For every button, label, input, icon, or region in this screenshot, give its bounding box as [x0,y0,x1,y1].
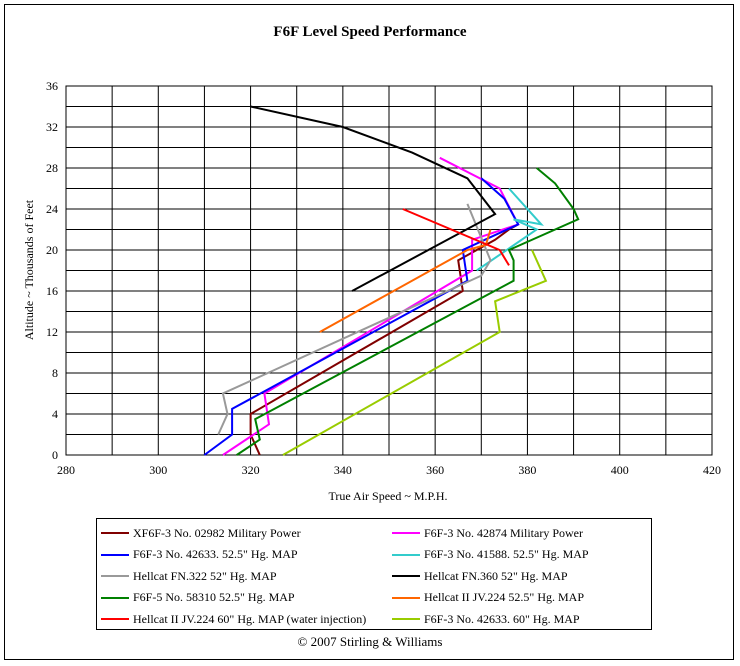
y-tick-label: 16 [46,284,58,298]
y-tick-label: 0 [52,448,58,462]
legend-swatch [101,532,129,534]
x-tick-label: 340 [334,463,352,477]
legend-label: F6F-3 No. 42633. 52.5" Hg. MAP [133,547,298,561]
legend-label: F6F-3 No. 42633. 60" Hg. MAP [424,611,580,626]
x-tick-label: 300 [149,463,167,477]
legend-swatch [101,575,129,577]
legend-label: XF6F-3 No. 02982 Military Power [133,525,301,540]
legend-swatch [392,532,420,534]
legend-label: Hellcat II JV.224 52.5" Hg. MAP [424,590,585,604]
x-axis-label: True Air Speed ~ M.P.H. [328,489,447,503]
series-line-7 [236,167,580,456]
series-line-6 [250,105,497,292]
chart-plot: 280 300 320 340 360 380 400 420 0 4 8 12 16 20 24 28 32 3… [22,79,721,503]
legend-item: F6F-3 No. 42633. 52.5" Hg. MAP [101,545,298,565]
legend-swatch [392,575,420,577]
legend-swatch [101,553,129,556]
legend-label: F6F-3 No. 41588. 52.5" Hg. MAP [424,547,589,561]
y-tick-label: 28 [46,161,58,175]
series-line-1 [249,223,519,456]
tick-labels: 280 300 320 340 360 380 400 420 0 4 8 12 16 20 24 28 32 3… [46,79,721,477]
series-lines [203,105,580,456]
legend-swatch [392,553,420,556]
legend-swatch [392,618,420,620]
series-line-2 [222,156,520,456]
legend-label: Hellcat FN.360 52" Hg. MAP [424,568,568,583]
y-axis-label: Altitude ~ Thousands of Feet [22,199,36,340]
y-tick-label: 24 [46,202,58,216]
y-tick-label: 20 [46,243,58,257]
series-line-8 [319,229,492,333]
legend-item: F6F-3 No. 42633. 60" Hg. MAP [392,609,580,629]
legend-item: F6F-3 No. 42874 Military Power [392,523,583,543]
series-line-4 [476,187,545,272]
y-tick-label: 12 [46,325,58,339]
series-line-10 [282,249,548,456]
legend-item: XF6F-3 No. 02982 Military Power [101,523,301,543]
x-tick-label: 280 [57,463,75,477]
x-tick-label: 360 [426,463,444,477]
legend-item: F6F-3 No. 41588. 52.5" Hg. MAP [392,545,589,565]
chart-title: F6F Level Speed Performance [273,24,467,40]
plot-area-border [65,85,713,456]
grid [65,85,713,456]
legend-label: F6F-3 No. 42874 Military Power [424,525,583,540]
legend-label: Hellcat II JV.224 60" Hg. MAP (water inj… [133,611,367,626]
x-tick-label: 380 [518,463,536,477]
series-line-9 [402,208,510,266]
legend-item: Hellcat FN.360 52" Hg. MAP [392,566,568,586]
legend-label: F6F-5 No. 58310 52.5" Hg. MAP [133,590,295,604]
legend-swatch [101,618,129,620]
y-tick-label: 8 [52,366,58,380]
legend: XF6F-3 No. 02982 Military Power F6F-3 No.… [96,518,652,630]
legend-label: Hellcat FN.322 52" Hg. MAP [133,568,277,583]
legend-item: Hellcat II JV.224 52.5" Hg. MAP [392,588,584,608]
x-tick-label: 420 [703,463,721,477]
y-tick-label: 36 [46,79,58,93]
legend-swatch [101,596,129,599]
legend-item: F6F-5 No. 58310 52.5" Hg. MAP [101,588,295,608]
y-tick-label: 4 [52,407,58,421]
x-tick-label: 320 [242,463,260,477]
x-tick-label: 400 [611,463,629,477]
y-tick-label: 32 [46,120,58,134]
series-line-5 [217,203,492,435]
series-line-3 [203,177,520,456]
legend-item: Hellcat II JV.224 60" Hg. MAP (water inj… [101,609,366,629]
legend-item: Hellcat FN.322 52" Hg. MAP [101,566,277,586]
legend-swatch [392,596,420,599]
copyright-text: © 2007 Stirling & Williams [297,634,443,649]
